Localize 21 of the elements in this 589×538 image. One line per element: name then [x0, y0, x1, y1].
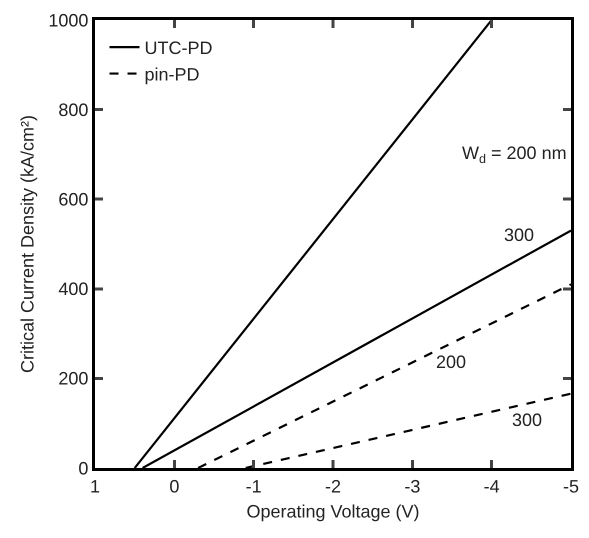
x-tick-label: -5	[562, 476, 580, 497]
x-tick-label: -2	[324, 476, 342, 497]
x-axis-title: Operating Voltage (V)	[246, 502, 420, 522]
x-tick-label: 1	[90, 476, 100, 497]
y-tick-label: 200	[58, 368, 88, 389]
legend-label: UTC-PD	[144, 38, 213, 58]
x-tick-label: 0	[169, 476, 180, 497]
annotation: 300	[504, 225, 534, 245]
x-tick-label: -3	[404, 476, 420, 497]
legend-label: pin-PD	[144, 64, 200, 85]
y-axis-title: Critical Current Density (kA/cm²)	[18, 114, 38, 374]
y-tick-label: 600	[58, 190, 88, 210]
y-tick-label: 800	[58, 100, 88, 120]
x-tick-label: -4	[484, 476, 500, 497]
y-tick-label: 400	[58, 279, 88, 300]
x-tick-label: -1	[246, 476, 262, 497]
y-tick-label: 1000	[48, 10, 88, 30]
y-tick-label: 0	[78, 458, 88, 478]
annotation: 200	[436, 352, 466, 372]
annotation: 300	[512, 410, 542, 430]
annotation: W$_{d}$ = 200 nm	[462, 143, 567, 166]
